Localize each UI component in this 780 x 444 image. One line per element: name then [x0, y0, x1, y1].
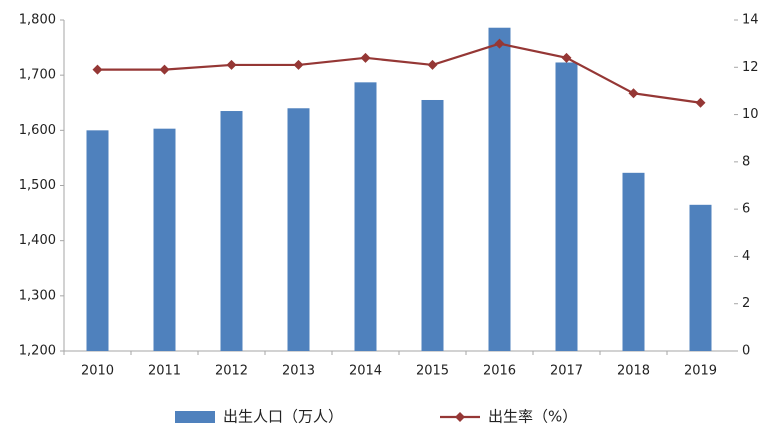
y2-tick-label: 4 [742, 249, 750, 264]
y-tick-label: 1,200 [19, 344, 56, 359]
bar [622, 172, 645, 351]
marker [695, 97, 706, 108]
marker [293, 59, 304, 70]
y2-tick-label: 0 [742, 344, 750, 359]
legend-swatch [175, 411, 215, 423]
bar [488, 27, 511, 352]
bar [354, 82, 377, 352]
bar [421, 99, 444, 351]
x-tick-label: 2017 [550, 364, 583, 379]
y2-tick-label: 10 [742, 107, 759, 122]
marker [494, 38, 505, 49]
y-tick-label: 1,500 [19, 178, 56, 193]
x-tick-label: 2015 [416, 364, 449, 379]
y-tick-label: 1,400 [19, 233, 56, 248]
marker [159, 64, 170, 75]
bar [555, 62, 578, 351]
bar [86, 130, 109, 351]
bar [153, 128, 176, 351]
bar [689, 204, 712, 351]
y2-tick-label: 12 [742, 60, 759, 75]
line [97, 42, 701, 104]
marker [427, 59, 438, 70]
bar [220, 111, 243, 352]
y-tick-label: 1,600 [19, 123, 56, 138]
x-tick-label: 2012 [215, 364, 248, 379]
y2-tick-label: 14 [742, 13, 759, 28]
x-tick-label: 2011 [148, 364, 181, 379]
legend-marker [455, 412, 465, 422]
legend-label: 出生率（%） [488, 408, 577, 426]
marker [360, 52, 371, 63]
legend-label: 出生人口（万人） [223, 408, 343, 426]
marker [92, 64, 103, 75]
y-tick-label: 1,800 [19, 13, 56, 28]
marker [628, 88, 639, 99]
x-tick-label: 2013 [282, 364, 315, 379]
y2-tick-label: 2 [742, 296, 750, 311]
y2-tick-label: 6 [742, 202, 750, 217]
y-tick-label: 1,300 [19, 288, 56, 303]
x-tick-label: 2019 [684, 364, 717, 379]
marker [561, 52, 572, 63]
bar [287, 108, 310, 352]
y2-tick-label: 8 [742, 154, 750, 169]
x-tick-label: 2018 [617, 364, 650, 379]
x-tick-label: 2014 [349, 364, 382, 379]
marker [226, 59, 237, 70]
y-tick-label: 1,700 [19, 68, 56, 83]
x-tick-label: 2010 [81, 364, 114, 379]
x-tick-label: 2016 [483, 364, 516, 379]
